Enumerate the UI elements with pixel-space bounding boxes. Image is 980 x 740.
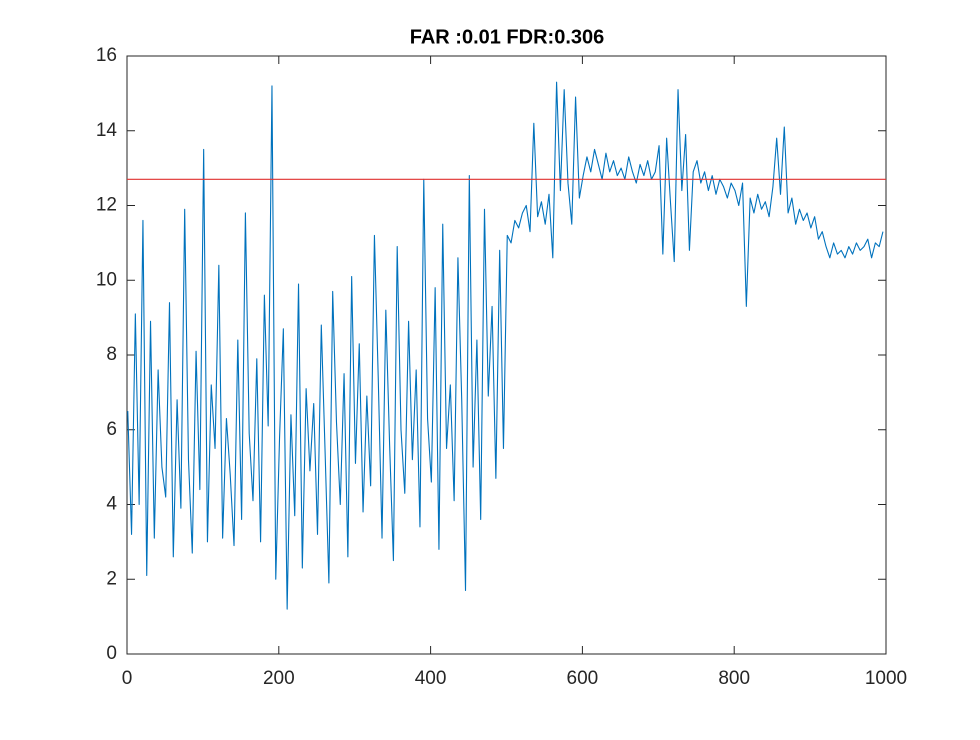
x-tick-label: 600: [567, 668, 599, 689]
y-tick-label: 6: [106, 419, 117, 440]
x-tick-label: 1000: [865, 668, 907, 689]
y-tick-label: 0: [106, 643, 117, 664]
y-tick-label: 16: [96, 45, 117, 66]
y-tick-label: 8: [106, 344, 117, 365]
y-tick-label: 2: [106, 568, 117, 589]
chart-title: FAR :0.01 FDR:0.306: [410, 26, 605, 48]
y-tick-label: 4: [106, 494, 117, 515]
x-tick-label: 800: [718, 668, 750, 689]
x-tick-label: 200: [263, 668, 295, 689]
y-tick-label: 12: [96, 195, 117, 216]
y-tick-label: 10: [96, 269, 117, 290]
x-tick-label: 0: [122, 668, 133, 689]
y-tick-label: 14: [96, 120, 118, 141]
data-line: [127, 81, 884, 610]
x-tick-label: 400: [415, 668, 447, 689]
